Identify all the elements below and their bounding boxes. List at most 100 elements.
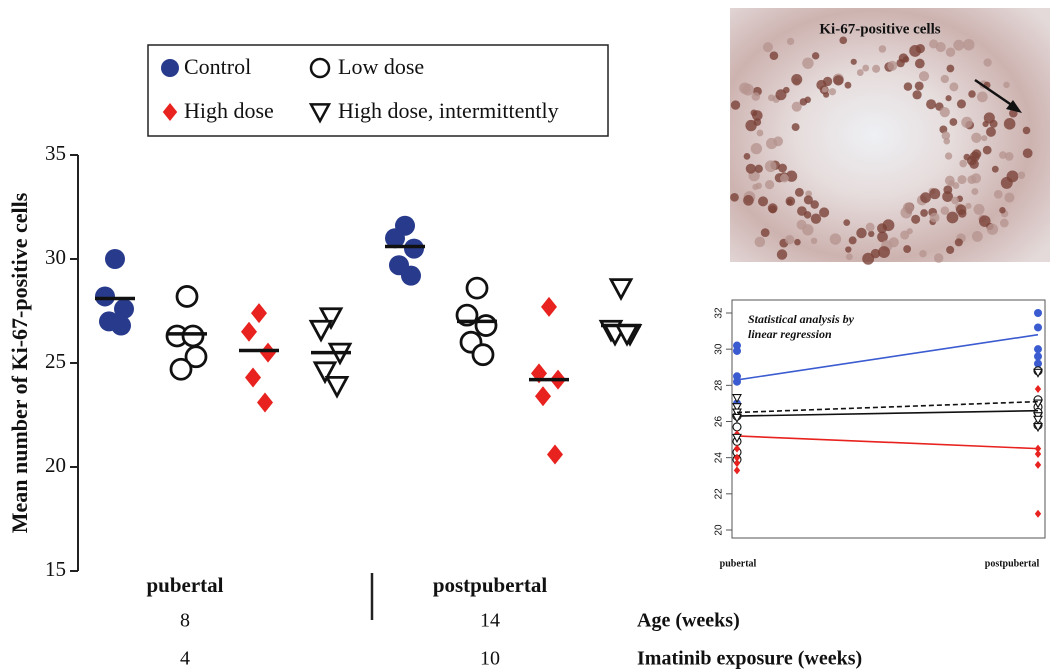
cell [791,123,800,132]
legend-marker [308,103,332,124]
cell [939,125,948,134]
cell [1003,118,1016,130]
point [1033,368,1043,378]
y-tick-label: 24 [714,452,725,464]
point [251,303,267,324]
cell [914,58,925,69]
cell [935,41,946,53]
cell [868,230,875,238]
cell [955,204,967,215]
cell [929,212,940,223]
cell [756,129,764,137]
point [535,386,551,407]
y-axis-label: Mean number of Ki-67-positive cells [7,192,32,533]
cell [911,214,921,224]
cell [750,142,763,155]
cell [778,163,787,173]
cell [862,252,875,265]
cell [993,189,1003,199]
cell [900,230,910,240]
row-label: Age (weeks) [637,610,740,632]
cell [920,192,931,203]
cell [952,182,960,190]
y-tick-label: 20 [714,524,725,536]
point [733,459,741,468]
point [401,265,421,286]
point [308,319,334,343]
y-tick-label: 30 [45,245,66,269]
cell [878,246,890,259]
legend-label: High dose [184,98,274,123]
point [732,403,742,413]
y-tick-label: 25 [45,349,66,373]
point [732,433,742,443]
cell [983,58,992,67]
point [241,321,257,342]
cell [949,118,958,126]
cell [944,152,953,160]
point [733,453,741,462]
point [1034,384,1042,393]
regression-line [736,409,1039,417]
cell [767,94,775,102]
cell [791,101,802,112]
cell [762,42,773,53]
cell [1004,152,1014,161]
cell [981,135,988,142]
cell [933,253,944,263]
cell [745,163,756,174]
cell [743,153,751,160]
cell [940,206,950,215]
x-group-label: postpubertal [433,573,548,597]
cell [865,222,875,232]
x-tick-label: pubertal [720,558,757,569]
point [105,249,125,269]
cell [802,57,814,69]
cell [764,160,777,173]
cell [971,132,982,143]
cell [956,99,967,109]
point [1034,323,1042,332]
cell [1006,170,1019,183]
cell [1003,81,1010,89]
cell [940,74,949,84]
point [175,285,199,308]
cell [856,69,864,76]
cell [779,173,789,183]
cell [954,238,963,247]
point [169,357,193,381]
cell [786,37,795,46]
cell [791,73,803,86]
cell [1004,192,1015,203]
inset-frame [731,299,1046,539]
regression-line [736,333,1039,381]
legend [147,44,609,137]
cell [912,90,922,100]
cell [754,164,763,173]
cell [819,207,830,218]
cell [810,200,819,209]
y-tick-label: 32 [714,307,725,319]
cell [944,175,955,186]
cell [983,112,995,124]
point [1033,422,1043,433]
regression-line [736,435,1039,450]
cell [856,227,867,239]
cell [942,191,954,202]
cell [999,206,1006,214]
cell [810,213,822,224]
cell [991,165,999,173]
point [1034,309,1042,317]
cell [784,234,795,245]
cell [902,202,914,214]
cell [783,86,790,94]
cell [739,82,751,94]
cell [877,231,888,243]
point [1034,460,1042,469]
row-value: 4 [180,648,190,670]
cell [764,180,775,190]
cell [796,219,807,230]
point [260,342,276,363]
cell [1017,171,1026,179]
